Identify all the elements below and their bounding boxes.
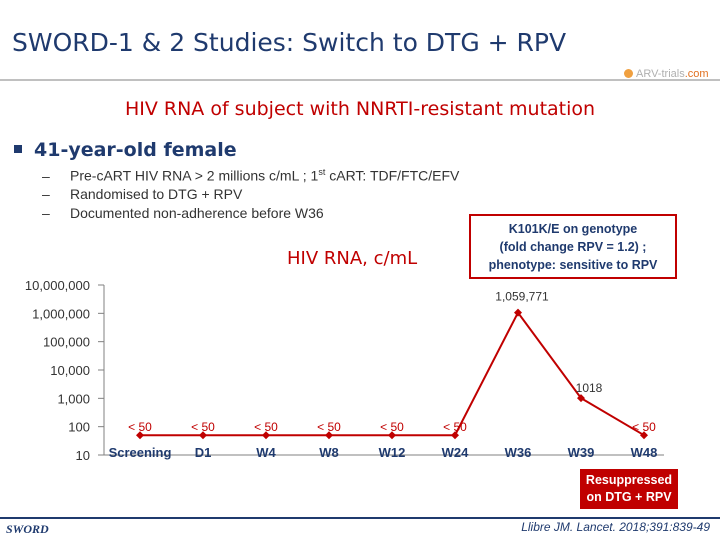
y-tick-label: 100,000 xyxy=(43,335,90,350)
data-label: < 50 xyxy=(380,420,404,434)
sub-bullet-1-post: cART: TDF/FTC/EFV xyxy=(325,167,460,184)
data-label: < 50 xyxy=(128,420,152,434)
series-line xyxy=(140,310,645,437)
sub-bullet-1-sup: st xyxy=(318,167,326,177)
resuppressed-callout: Resuppressed on DTG + RPV xyxy=(580,469,678,509)
y-tick-label: 100 xyxy=(68,420,90,435)
sub-bullet-3: – Documented non-adherence before W36 xyxy=(42,205,324,221)
data-point xyxy=(451,431,459,440)
resuppressed-line-1: Resuppressed xyxy=(585,473,673,487)
footer-divider xyxy=(0,517,720,519)
sub-bullet-1-text: Pre-cART HIV RNA > 2 millions c/mL ; 1 xyxy=(70,167,319,184)
x-tick-label: Screening xyxy=(109,445,172,460)
x-tick-label: W36 xyxy=(505,445,532,460)
dash-3: – xyxy=(42,205,50,221)
main-bullet: 41-year-old female xyxy=(14,139,237,161)
y-tick-label: 10 xyxy=(76,448,90,463)
slide-title: SWORD-1 & 2 Studies: Switch to DTG + RPV xyxy=(12,28,567,57)
data-label: 1018 xyxy=(576,381,603,395)
data-label: < 50 xyxy=(443,420,467,434)
y-axis-title: HIV RNA, c/mL xyxy=(287,248,418,269)
y-tick-label: 10,000 xyxy=(50,363,90,378)
y-tick-label: 1,000 xyxy=(57,391,90,406)
y-tick-label: 10,000,000 xyxy=(25,278,90,293)
genotype-callout: K101K/E on genotype (fold change RPV = 1… xyxy=(469,214,677,279)
data-point xyxy=(514,308,522,317)
data-label: < 50 xyxy=(632,420,656,434)
main-bullet-text: 41-year-old female xyxy=(34,139,237,161)
data-point xyxy=(388,431,396,440)
slide-subtitle: HIV RNA of subject with NNRTI-resistant … xyxy=(124,98,596,120)
x-tick-label: D1 xyxy=(195,445,212,460)
callout-line-3: phenotype: sensitive to RPV xyxy=(488,257,658,272)
data-point xyxy=(577,394,585,403)
sub-bullet-3-text: Documented non-adherence before W36 xyxy=(70,205,324,221)
data-label: < 50 xyxy=(254,420,278,434)
sub-bullet-2-text: Randomised to DTG + RPV xyxy=(70,186,243,202)
x-tick-label: W8 xyxy=(319,445,339,460)
x-tick-label: W4 xyxy=(256,445,276,460)
logo-text-accent: .com xyxy=(684,68,709,80)
dash-2: – xyxy=(42,186,50,202)
data-point xyxy=(136,431,144,440)
x-tick-label: W12 xyxy=(379,445,406,460)
data-label: < 50 xyxy=(191,420,215,434)
x-tick-label: W48 xyxy=(631,445,658,460)
title-divider xyxy=(0,79,720,81)
data-label: 1,059,771 xyxy=(495,290,549,304)
data-point xyxy=(262,431,270,440)
logo-text: ARV-trials xyxy=(636,68,685,80)
square-bullet-icon xyxy=(14,145,22,153)
logo-dot-icon xyxy=(624,69,633,78)
data-label: < 50 xyxy=(317,420,341,434)
data-point xyxy=(325,431,333,440)
data-point xyxy=(640,431,648,440)
sub-bullet-2: – Randomised to DTG + RPV xyxy=(42,186,242,202)
callout-line-2: (fold change RPV = 1.2) ; xyxy=(499,239,647,254)
y-tick-label: 1,000,000 xyxy=(32,306,90,321)
arv-trials-logo: ARV-trials.com xyxy=(624,68,709,80)
data-point xyxy=(199,431,207,440)
resuppressed-line-2: on DTG + RPV xyxy=(586,490,672,504)
dash-1: – xyxy=(42,167,50,184)
x-tick-label: W39 xyxy=(568,445,595,460)
sub-bullet-1: – Pre-cART HIV RNA > 2 millions c/mL ; 1s… xyxy=(42,167,459,184)
reference: Llibre JM. Lancet. 2018;391:839-49 xyxy=(521,520,710,534)
callout-line-1: K101K/E on genotype xyxy=(508,221,638,236)
x-tick-label: W24 xyxy=(442,445,470,460)
sword-brand: SWORD xyxy=(6,522,49,536)
